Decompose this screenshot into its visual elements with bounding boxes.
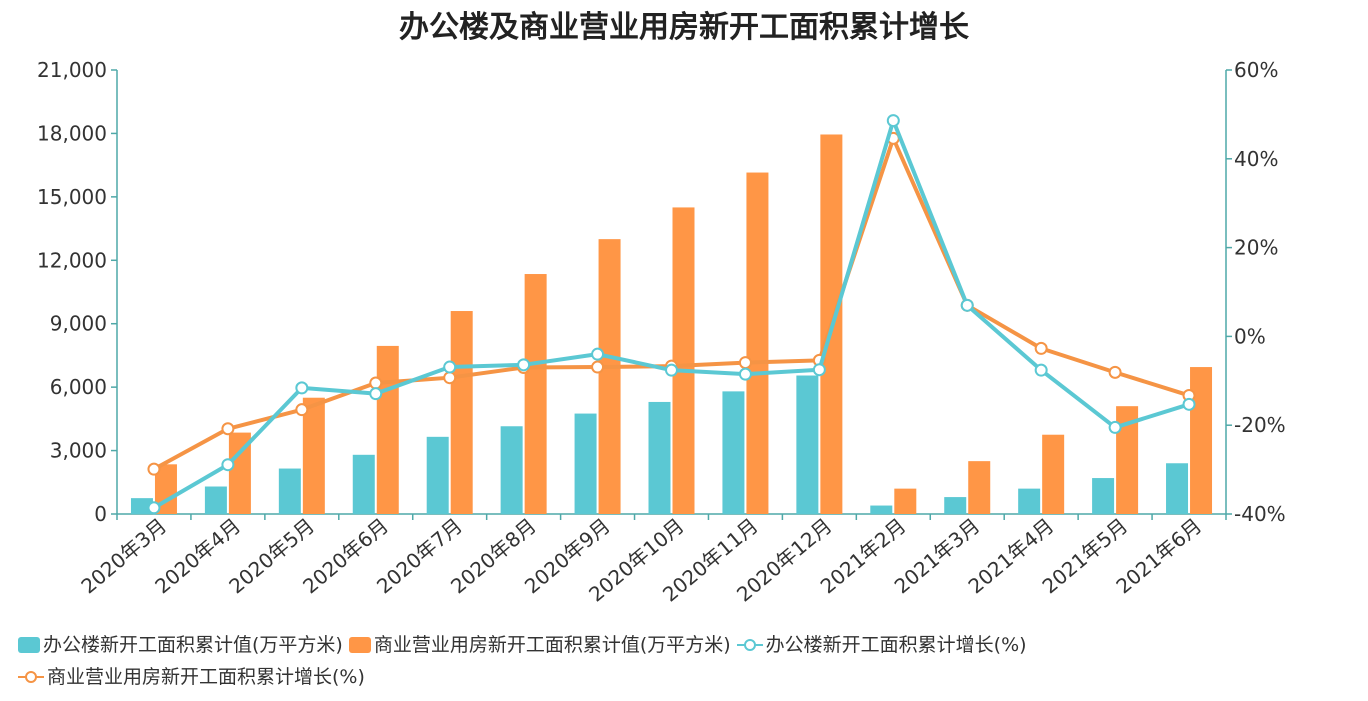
legend-bar-swatch — [18, 637, 40, 653]
y-tick-label-right: 0% — [1234, 324, 1266, 348]
office-growth-point — [1108, 420, 1122, 434]
chart-legend: 办公楼新开工面积累计值(万平方米) 商业营业用房新开工面积累计值(万平方米) 办公楼… — [18, 630, 1358, 694]
legend-line-swatch — [18, 669, 44, 685]
office-growth-point — [147, 501, 161, 515]
commercial-growth-point — [591, 360, 605, 374]
bar-office — [204, 486, 227, 514]
commercial-growth-point — [738, 356, 752, 370]
y-tick-label-right: -20% — [1234, 413, 1286, 437]
office-growth-point — [591, 347, 605, 361]
bar-commercial — [1042, 434, 1065, 514]
bar-office — [1092, 478, 1115, 514]
bar-office — [870, 505, 893, 514]
commercial-growth-point — [1034, 341, 1048, 355]
bar-commercial — [1190, 367, 1213, 514]
legend-label: 办公楼新开工面积累计值(万平方米) — [43, 634, 343, 656]
legend-line-swatch — [736, 637, 763, 653]
office-growth-point — [517, 358, 531, 372]
y-tick-label-right: -40% — [1234, 502, 1286, 526]
y-tick-label-left: 18,000 — [37, 121, 107, 145]
bar-office — [1018, 488, 1041, 514]
y-tick-label-left: 6,000 — [50, 375, 107, 399]
bar-office — [278, 468, 301, 514]
office-growth-point — [738, 367, 752, 381]
office-growth-point — [443, 360, 457, 374]
bar-office — [796, 375, 819, 514]
office-growth-point — [960, 298, 974, 312]
legend-item[interactable]: 商业营业用房新开工面积累计增长(%) — [18, 662, 365, 692]
office-growth-point — [1034, 363, 1048, 377]
bar-commercial — [1116, 406, 1139, 514]
bar-commercial — [894, 488, 917, 514]
bar-commercial — [672, 207, 695, 514]
bar-office — [648, 401, 671, 514]
legend-item[interactable]: 办公楼新开工面积累计增长(%) — [736, 630, 1027, 660]
bar-commercial — [376, 345, 399, 514]
commercial-growth-point — [369, 376, 383, 390]
legend-label: 办公楼新开工面积累计增长(%) — [765, 634, 1027, 656]
y-tick-label-left: 21,000 — [37, 58, 107, 82]
legend-item[interactable]: 办公楼新开工面积累计值(万平方米) — [18, 630, 343, 660]
bar-office — [574, 413, 597, 514]
bar-office — [1166, 463, 1189, 514]
office-growth-point — [295, 381, 309, 395]
y-tick-label-left: 0 — [94, 502, 107, 526]
commercial-growth-point — [443, 371, 457, 385]
bar-office — [500, 426, 523, 514]
bar-office — [130, 498, 153, 514]
bar-commercial — [154, 464, 177, 514]
bar-office — [426, 436, 449, 514]
bar-office — [944, 497, 967, 514]
office-growth-point — [812, 363, 826, 377]
y-tick-label-right: 60% — [1234, 58, 1278, 82]
commercial-growth-point — [147, 462, 161, 476]
office-growth-point — [221, 458, 235, 472]
commercial-growth-point — [295, 403, 309, 417]
bar-commercial — [524, 274, 547, 514]
commercial-growth-point — [1108, 365, 1122, 379]
legend-label: 商业营业用房新开工面积累计值(万平方米) — [373, 634, 731, 656]
y-tick-label-left: 9,000 — [50, 312, 107, 336]
office-growth-point — [369, 387, 383, 401]
office-growth-point — [886, 114, 900, 128]
y-tick-label-left: 3,000 — [50, 439, 107, 463]
bar-commercial — [302, 397, 325, 514]
y-tick-label-right: 40% — [1234, 147, 1278, 171]
legend-bar-swatch — [348, 637, 371, 653]
bar-commercial — [228, 432, 251, 514]
y-tick-label-right: 20% — [1234, 236, 1278, 260]
legend-label: 商业营业用房新开工面积累计增长(%) — [47, 666, 365, 688]
y-tick-label-left: 15,000 — [37, 185, 107, 209]
bar-commercial — [968, 461, 991, 514]
office-growth-point — [1182, 397, 1196, 411]
y-tick-label-left: 12,000 — [37, 248, 107, 272]
office-growth-point — [665, 363, 678, 377]
bar-commercial — [598, 239, 621, 514]
legend-item[interactable]: 商业营业用房新开工面积累计值(万平方米) — [348, 630, 731, 660]
bar-commercial — [746, 172, 769, 515]
bar-office — [722, 391, 745, 514]
bar-commercial — [450, 311, 473, 514]
bar-office — [352, 454, 375, 514]
chart-title: 办公楼及商业营业用房新开工面积累计增长 — [399, 10, 969, 45]
commercial-growth-point — [221, 422, 235, 436]
